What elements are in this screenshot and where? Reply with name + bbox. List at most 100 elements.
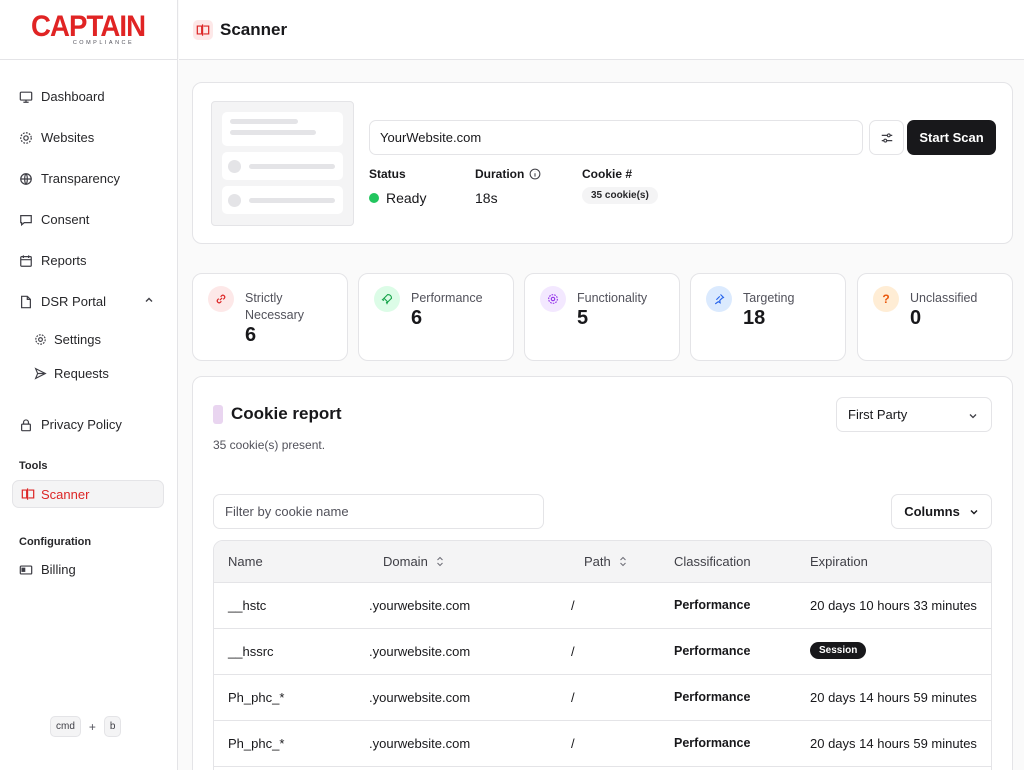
- logo[interactable]: CAPTAIN COMPLIANCE: [0, 0, 177, 60]
- sort-icon[interactable]: [619, 556, 627, 567]
- preview-dot: [228, 193, 241, 207]
- category-card-unclassified[interactable]: ? Unclassified 0: [857, 273, 1013, 361]
- duration-value: 18s: [475, 190, 498, 206]
- sort-icon[interactable]: [436, 556, 444, 567]
- preview-line: [230, 130, 316, 135]
- category-name: Unclassified: [910, 291, 978, 305]
- columns-label: Columns: [904, 504, 960, 519]
- sidebar-item-label: Consent: [41, 212, 90, 227]
- table-header: Name Domain Path Classification Expirati…: [214, 541, 991, 583]
- category-card-targeting[interactable]: Targeting 18: [690, 273, 846, 361]
- table-row[interactable]: __hssrc .yourwebsite.com / Performance S…: [214, 629, 991, 675]
- cell-name: Ph_phc_*: [228, 690, 285, 705]
- preview-line: [249, 163, 335, 169]
- sidebar-item-label: DSR Portal: [41, 294, 107, 309]
- scan-settings-button[interactable]: [869, 120, 904, 155]
- column-header-expiration[interactable]: Expiration: [810, 554, 868, 569]
- cookie-filter-input[interactable]: Filter by cookie name: [213, 494, 544, 529]
- column-header-name[interactable]: Name: [228, 554, 263, 569]
- kbd-cmd: cmd: [50, 716, 81, 737]
- cell-domain: .yourwebsite.com: [369, 690, 471, 705]
- cell-path: /: [571, 644, 575, 659]
- report-title: Cookie report: [231, 404, 342, 423]
- sidebar-item-requests[interactable]: Requests: [0, 356, 177, 390]
- sidebar-item-label: Reports: [41, 253, 87, 268]
- category-card-functionality[interactable]: Functionality 5: [524, 273, 680, 361]
- cell-expiration: 20 days 14 hours 59 minutes: [810, 736, 977, 751]
- cell-classification: Performance: [674, 644, 751, 658]
- cell-domain: .yourwebsite.com: [369, 644, 471, 659]
- scanner-icon: [193, 19, 213, 40]
- calendar-icon: [19, 254, 33, 268]
- url-input[interactable]: YourWebsite.com: [369, 120, 863, 155]
- credit-card-icon: [19, 563, 33, 577]
- sliders-icon: [881, 132, 892, 143]
- sidebar-item-label: Requests: [54, 365, 109, 381]
- column-header-domain[interactable]: Domain: [383, 554, 444, 569]
- sidebar-item-websites[interactable]: Websites: [0, 117, 177, 158]
- pin-icon: [706, 286, 732, 312]
- sidebar-item-label: Billing: [41, 562, 76, 577]
- sidebar-item-scanner[interactable]: Scanner: [12, 480, 164, 508]
- category-card-performance[interactable]: Performance 6: [358, 273, 514, 361]
- category-card-strictly-necessary[interactable]: Strictly Necessary 6: [192, 273, 348, 361]
- preview-line: [249, 197, 335, 203]
- monitor-icon: [19, 90, 33, 104]
- cell-expiration: 20 days 10 hours 33 minutes: [810, 598, 977, 613]
- columns-button[interactable]: Columns: [891, 494, 992, 529]
- column-header-classification[interactable]: Classification: [674, 554, 751, 569]
- chevron-up-icon[interactable]: [144, 295, 154, 305]
- column-header-label: Path: [584, 554, 611, 569]
- table-row[interactable]: __hstc .yourwebsite.com / Performance 20…: [214, 583, 991, 629]
- cookie-table: Name Domain Path Classification Expirati…: [213, 540, 992, 770]
- sidebar-item-billing[interactable]: Billing: [0, 549, 178, 590]
- start-scan-button[interactable]: Start Scan: [907, 120, 996, 155]
- cell-domain: .yourwebsite.com: [369, 598, 471, 613]
- message-square-icon: [19, 213, 33, 227]
- kbd-plus: +: [88, 719, 96, 734]
- category-count: 6: [245, 324, 257, 346]
- table-row[interactable]: Ph_phc_* .yourwebsite.com / Performance …: [214, 721, 991, 767]
- cell-name: __hssrc: [228, 644, 274, 659]
- cell-name: __hstc: [228, 598, 267, 613]
- logo-sub: COMPLIANCE: [72, 40, 135, 46]
- cookie-report-card: Cookie report 35 cookie(s) present. Firs…: [192, 376, 1013, 770]
- category-count: 5: [577, 307, 589, 329]
- cookie-count-badge: 35 cookie(s): [582, 187, 658, 204]
- table-row[interactable]: Ph_phc_* .yourwebsite.com / Performance …: [214, 675, 991, 721]
- sidebar-item-privacy-policy[interactable]: Privacy Policy: [0, 404, 177, 445]
- sidebar-item-label: Websites: [41, 130, 95, 145]
- column-header-path[interactable]: Path: [584, 554, 627, 569]
- gear-icon: [34, 333, 47, 346]
- section-label-tools: Tools: [19, 460, 48, 472]
- chevron-down-icon: [969, 414, 977, 419]
- ready-dot: [369, 193, 379, 203]
- category-name: Targeting: [743, 291, 795, 305]
- cell-path: /: [571, 690, 575, 705]
- scan-card: YourWebsite.com Start Scan Status Ready …: [192, 82, 1013, 244]
- sidebar-item-transparency[interactable]: Transparency: [0, 158, 177, 199]
- party-select[interactable]: First Party: [836, 397, 992, 432]
- sidebar-item-consent[interactable]: Consent: [0, 199, 177, 240]
- info-icon[interactable]: [529, 168, 541, 180]
- sidebar-item-settings[interactable]: Settings: [0, 322, 177, 356]
- cell-path: /: [571, 736, 575, 751]
- sidebar-item-reports[interactable]: Reports: [0, 240, 177, 281]
- question-icon: ?: [873, 286, 899, 312]
- report-subtitle: 35 cookie(s) present.: [213, 438, 326, 452]
- party-select-value: First Party: [848, 407, 908, 422]
- website-preview: [211, 101, 354, 226]
- sidebar-item-dashboard[interactable]: Dashboard: [0, 76, 177, 117]
- duration-label: Duration: [475, 167, 541, 181]
- sidebar-nav: Dashboard Websites Transparency Consent …: [0, 60, 177, 445]
- category-count: 0: [910, 307, 922, 329]
- kbd-b: b: [103, 716, 122, 737]
- lock-icon: [19, 418, 33, 432]
- file-icon: [19, 295, 33, 309]
- sidebar-item-dsr-portal[interactable]: DSR Portal: [0, 281, 177, 322]
- sidebar-item-label: Dashboard: [41, 89, 105, 104]
- globe-outline-icon: [19, 131, 33, 145]
- sidebar-item-label: Privacy Policy: [41, 417, 122, 432]
- preview-dot: [228, 159, 241, 173]
- category-count: 6: [411, 307, 423, 329]
